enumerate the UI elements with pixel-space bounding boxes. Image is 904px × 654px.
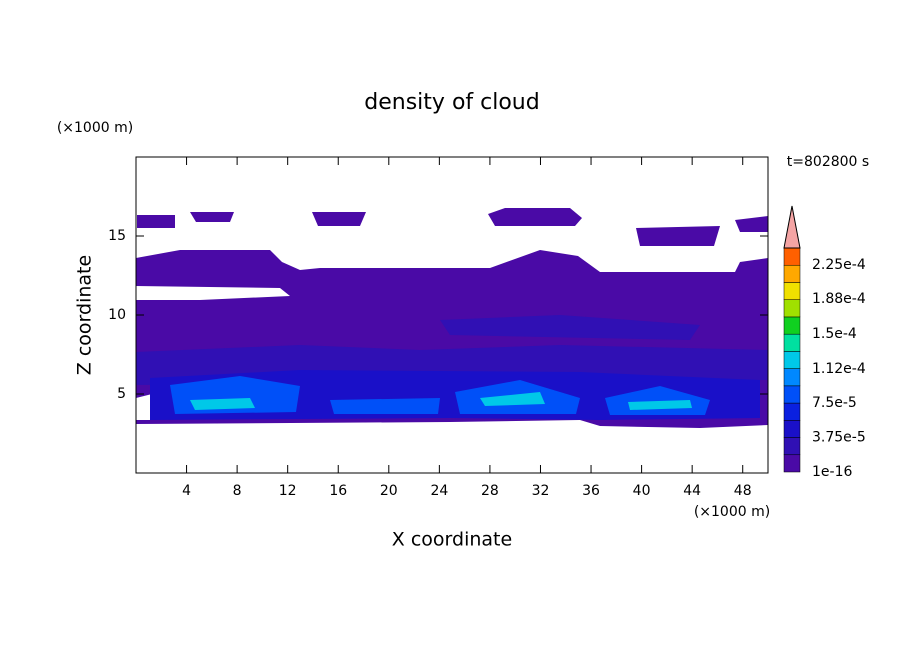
- x-tick-label: 48: [734, 483, 752, 499]
- x-tick-label: 20: [380, 483, 398, 499]
- x-tick-label: 44: [683, 483, 701, 499]
- x-tick-label: 28: [481, 483, 499, 499]
- y-tick-label: 5: [117, 386, 126, 402]
- contour-field: [136, 208, 768, 428]
- colorbar-band: [783, 299, 801, 318]
- x-tick-label: 8: [233, 483, 242, 499]
- colorbar-extend: [783, 205, 801, 249]
- y-tick-label: 15: [108, 228, 126, 244]
- x-tick-label: 4: [182, 483, 191, 499]
- colorbar-band: [783, 282, 801, 300]
- x-unit: (×1000 m): [694, 504, 770, 520]
- colorbar-label: 1e-16: [812, 464, 852, 480]
- x-tick-label: 12: [279, 483, 297, 499]
- time-label: t=802800 s: [787, 154, 869, 170]
- colorbar-band: [783, 437, 801, 456]
- colorbar-label: 7.5e-5: [812, 395, 857, 411]
- colorbar-label: 1.88e-4: [812, 291, 866, 307]
- y-unit: (×1000 m): [57, 120, 133, 136]
- colorbar-band: [783, 454, 801, 473]
- x-tick-label: 32: [532, 483, 550, 499]
- colorbar-band: [783, 333, 801, 352]
- colorbar-band: [783, 316, 801, 335]
- y-axis-label: Z coordinate: [74, 255, 96, 375]
- colorbar-label: 3.75e-5: [812, 430, 866, 446]
- colorbar-band: [783, 402, 801, 421]
- colorbar-band: [783, 351, 801, 369]
- colorbar-label: 1.12e-4: [812, 361, 866, 377]
- x-tick-label: 40: [633, 483, 651, 499]
- x-axis-label: X coordinate: [392, 529, 512, 551]
- colorbar-label: 2.25e-4: [812, 257, 866, 273]
- chart-title: density of cloud: [364, 90, 539, 115]
- x-tick-label: 24: [430, 483, 448, 499]
- colorbar-band: [783, 420, 801, 438]
- colorbar-label: 1.5e-4: [812, 326, 857, 342]
- colorbar-band: [783, 368, 801, 387]
- x-tick-label: 36: [582, 483, 600, 499]
- colorbar-band: [783, 385, 801, 404]
- x-tick-label: 16: [329, 483, 347, 499]
- colorbar-band: [783, 264, 801, 283]
- colorbar-band: [783, 247, 801, 266]
- y-tick-label: 10: [108, 307, 126, 323]
